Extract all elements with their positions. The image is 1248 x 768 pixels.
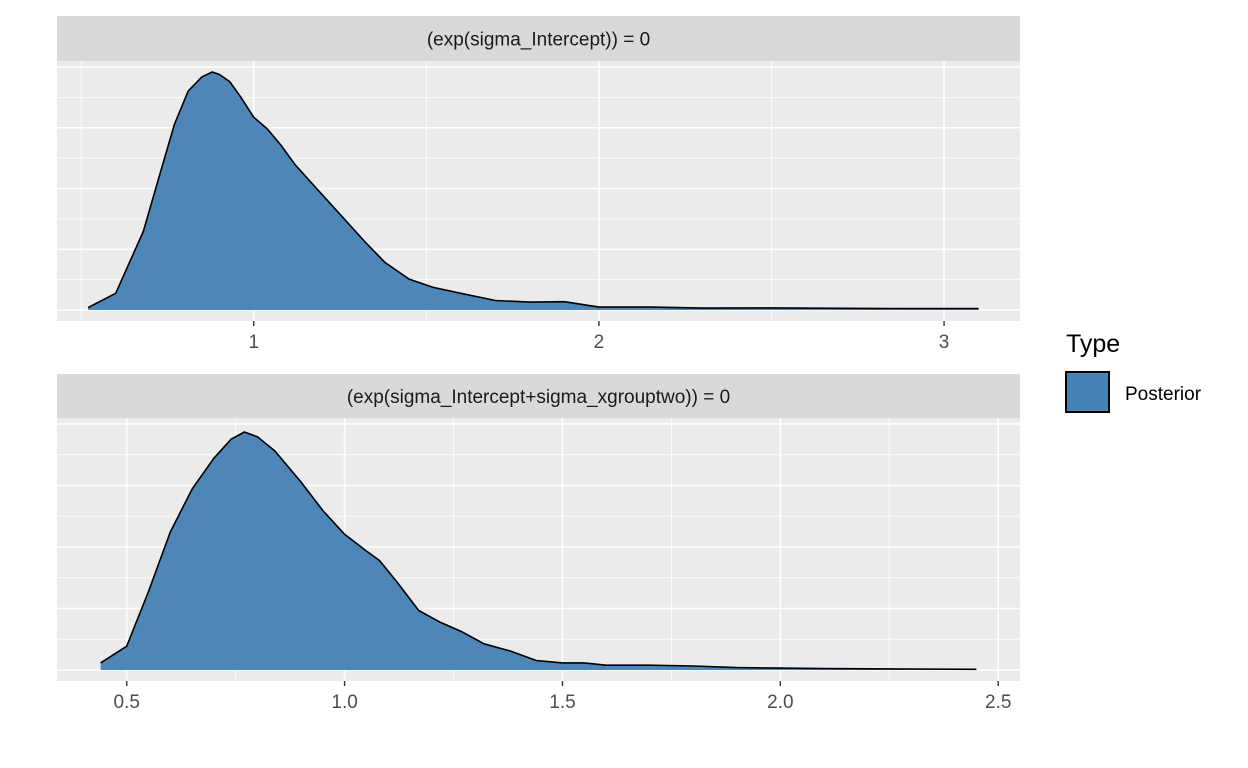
density-area-1 — [100, 432, 977, 670]
facet-panel-2: (exp(sigma_Intercept+sigma_xgrouptwo)) =… — [57, 374, 1020, 713]
x-axis: 0.5 1.0 1.5 2.0 2.5 — [114, 681, 1011, 713]
legend-title: Type — [1066, 330, 1120, 358]
facet-panel-1: (exp(sigma_Intercept)) = 0 1 2 3 — [57, 16, 1020, 353]
x-tick-label: 2.0 — [767, 692, 793, 713]
facet-strip-label: (exp(sigma_Intercept+sigma_xgrouptwo)) =… — [347, 387, 730, 408]
facet-strip — [57, 16, 1020, 61]
density-outline-1 — [100, 431, 977, 671]
x-tick-label: 3 — [939, 332, 950, 353]
x-axis: 1 2 3 — [248, 321, 949, 353]
x-tick-label: 0.5 — [114, 692, 140, 713]
legend: Type Posterior — [1065, 330, 1202, 413]
x-tick-label: 2.5 — [985, 692, 1011, 713]
x-tick-label: 1.5 — [549, 692, 575, 713]
x-tick-label: 1 — [248, 332, 259, 353]
x-tick-label: 1.0 — [331, 692, 357, 713]
legend-key-posterior — [1065, 371, 1110, 413]
density-outline-1 — [87, 71, 979, 310]
facet-strip — [57, 374, 1020, 418]
legend-label-posterior: Posterior — [1125, 384, 1202, 405]
x-tick-label: 2 — [594, 332, 605, 353]
facet-strip-label: (exp(sigma_Intercept)) = 0 — [427, 30, 650, 51]
panels: (exp(sigma_Intercept)) = 01 2 3(exp(sigma_… — [57, 16, 1020, 713]
density-area-1 — [88, 72, 979, 310]
